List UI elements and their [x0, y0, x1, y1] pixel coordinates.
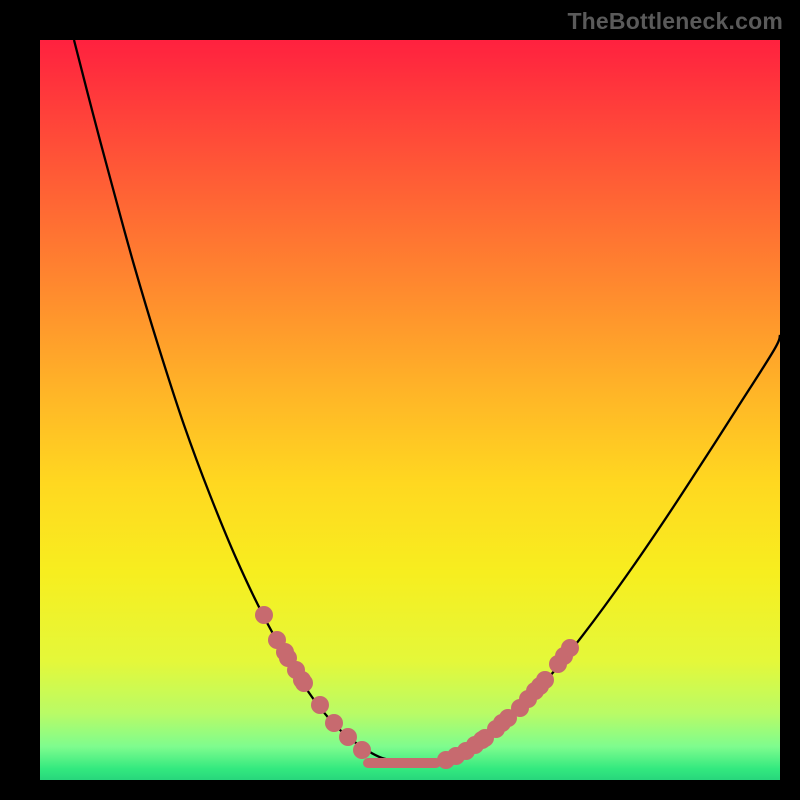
data-marker	[339, 728, 357, 746]
watermark-text: TheBottleneck.com	[567, 8, 783, 35]
data-marker	[295, 674, 313, 692]
data-marker	[353, 741, 371, 759]
curve-bottleneck-left	[74, 40, 395, 761]
data-marker	[255, 606, 273, 624]
data-marker	[311, 696, 329, 714]
plot-svg	[40, 40, 780, 780]
chart-frame: TheBottleneck.com	[0, 0, 800, 800]
data-marker	[325, 714, 343, 732]
plot-area	[40, 40, 780, 780]
curve-bottleneck-right	[436, 335, 780, 761]
data-marker	[561, 639, 579, 657]
data-marker	[536, 671, 554, 689]
